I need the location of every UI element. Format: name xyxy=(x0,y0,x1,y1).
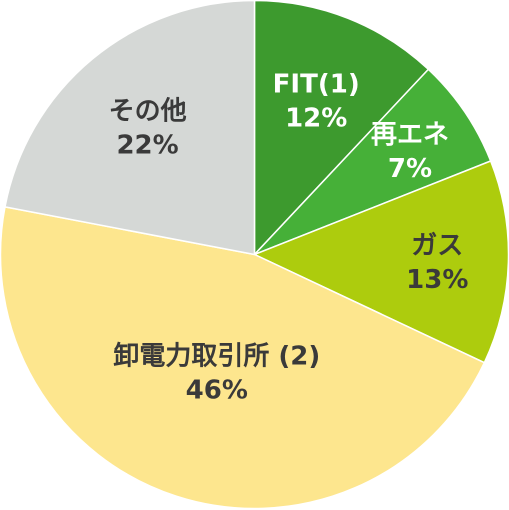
slice-other xyxy=(4,0,256,256)
slice-name-exchange: 卸電力取引所 (2) xyxy=(113,341,320,372)
slice-name-fit: FIT(1) xyxy=(273,70,360,100)
slice-fit xyxy=(253,0,430,257)
slice-value-other: 22% xyxy=(116,130,178,160)
slice-name-renewable: 再エネ xyxy=(371,120,449,150)
slice-name-gas: ガス xyxy=(411,231,463,261)
slice-renewable xyxy=(253,68,492,256)
slice-exchange xyxy=(0,206,486,510)
slice-value-renewable: 7% xyxy=(388,154,432,184)
slice-value-gas: 13% xyxy=(406,265,468,295)
slice-gas xyxy=(252,160,509,364)
slice-name-other: その他 xyxy=(109,96,187,126)
slice-value-exchange: 46% xyxy=(186,376,248,406)
pie-labels: FIT(1) 12% 再エネ 7% ガス 13% 卸電力取引所 (2) 46% … xyxy=(109,70,469,406)
slice-value-fit: 12% xyxy=(285,104,347,134)
